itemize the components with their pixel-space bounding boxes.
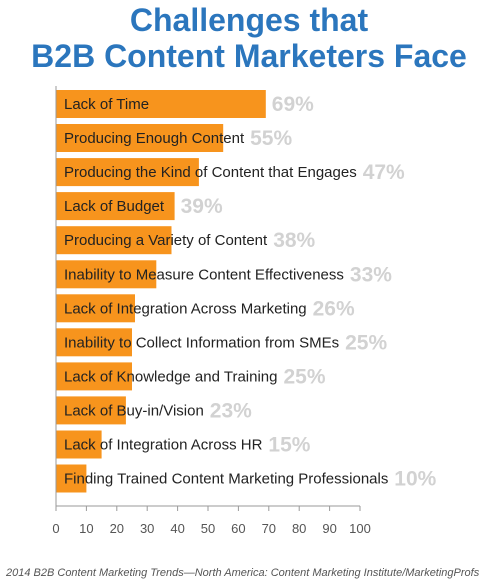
x-tick-label-3: 30	[140, 521, 154, 536]
x-tick-label-10: 100	[349, 521, 371, 536]
x-tick-label-7: 70	[262, 521, 276, 536]
chart-title-line-2: B2B Content Marketers Face	[31, 38, 467, 74]
bar-value-2: 47%	[363, 161, 405, 184]
x-tick-label-2: 20	[110, 521, 124, 536]
bar-value-8: 25%	[284, 365, 326, 388]
bar-7	[56, 328, 132, 357]
x-tick-label-5: 50	[201, 521, 215, 536]
chart-title-line-1: Challenges that	[129, 2, 369, 38]
bar-2	[56, 158, 199, 187]
bar-label-4: Producing a Variety of Content	[64, 232, 268, 249]
x-tick-label-4: 40	[170, 521, 184, 536]
bar-value-9: 23%	[210, 399, 252, 422]
bar-value-5: 33%	[350, 263, 392, 286]
bar-label-0: Lack of Time	[64, 96, 149, 113]
bar-label-5: Inability to Measure Content Effectivene…	[64, 266, 344, 283]
x-tick-label-1: 10	[79, 521, 93, 536]
bar-11	[56, 464, 87, 493]
bar-4	[56, 226, 172, 255]
x-tick-label-8: 80	[292, 521, 306, 536]
bar-label-6: Lack of Integration Across Marketing	[64, 300, 307, 317]
bar-value-11: 10%	[394, 468, 436, 491]
x-tick-label-6: 60	[231, 521, 245, 536]
bar-value-10: 15%	[268, 434, 310, 457]
bar-label-3: Lack of Budget	[64, 198, 165, 215]
x-tick-label-0: 0	[52, 521, 59, 536]
bar-value-1: 55%	[250, 127, 292, 150]
bar-label-2: Producing the Kind of Content that Engag…	[64, 164, 357, 181]
bar-8	[56, 362, 132, 391]
bar-label-9: Lack of Buy-in/Vision	[64, 402, 204, 419]
bar-label-8: Lack of Knowledge and Training	[64, 368, 277, 385]
bar-value-7: 25%	[345, 331, 387, 354]
chart-source: 2014 B2B Content Marketing Trends—North …	[6, 567, 480, 579]
bar-3	[56, 192, 175, 221]
bar-value-3: 39%	[181, 195, 223, 218]
bar-5	[56, 260, 157, 289]
bar-chart: Lack of Time Producing Enough Content Prod…	[52, 86, 437, 536]
bar-label-10: Lack of Integration Across HR	[64, 437, 263, 454]
bar-6	[56, 294, 135, 323]
bar-value-6: 26%	[313, 297, 355, 320]
bar-9	[56, 396, 126, 425]
bar-label-11: Finding Trained Content Marketing Profes…	[64, 471, 388, 488]
bar-value-0: 69%	[272, 93, 314, 116]
x-tick-label-9: 90	[322, 521, 336, 536]
bar-label-7: Inability to Collect Information from SM…	[64, 334, 339, 351]
bar-0	[56, 90, 266, 118]
bar-label-1: Producing Enough Content	[64, 130, 245, 147]
bar-10	[56, 430, 102, 459]
bar-value-4: 38%	[273, 229, 315, 252]
bar-1	[56, 124, 224, 152]
